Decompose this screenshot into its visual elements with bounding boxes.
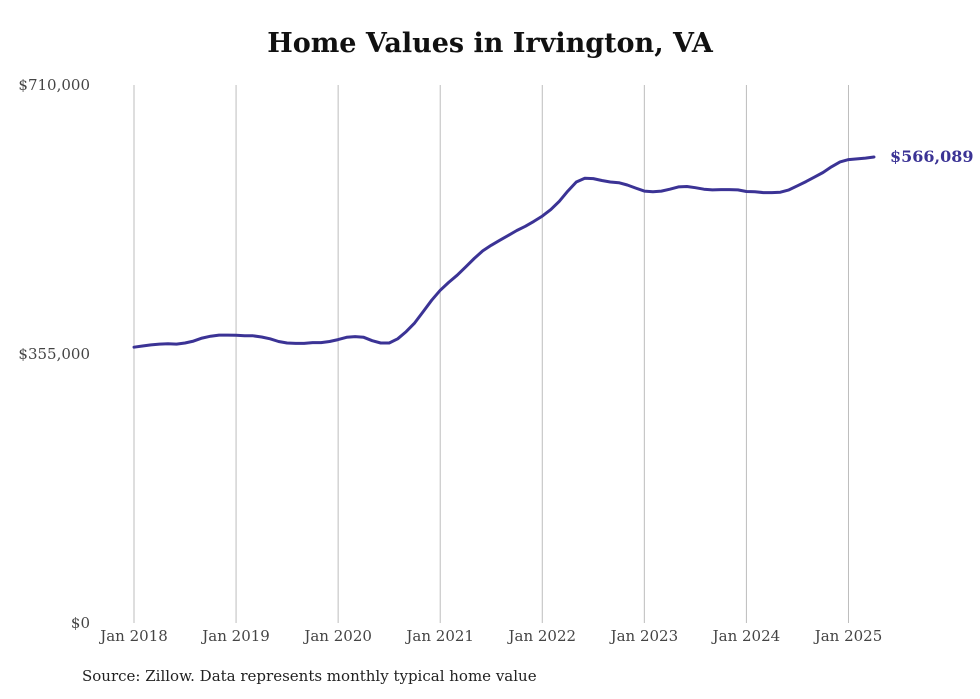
y-tick-label: $0 — [71, 614, 90, 632]
x-tick-label: Jan 2025 — [813, 627, 883, 645]
y-tick-label: $355,000 — [18, 345, 90, 363]
x-tick-label: Jan 2022 — [506, 627, 576, 645]
x-tick-label: Jan 2019 — [200, 627, 270, 645]
end-value-label: $566,089 — [890, 147, 974, 166]
y-tick-label: $710,000 — [18, 76, 90, 94]
x-tick-label: Jan 2024 — [711, 627, 781, 645]
chart-title: Home Values in Irvington, VA — [267, 28, 713, 59]
x-tick-label: Jan 2021 — [404, 627, 474, 645]
x-tick-label: Jan 2020 — [302, 627, 372, 645]
x-tick-label: Jan 2023 — [609, 627, 679, 645]
source-note: Source: Zillow. Data represents monthly … — [82, 667, 537, 685]
series-line — [132, 155, 876, 349]
x-tick-label: Jan 2018 — [98, 627, 168, 645]
